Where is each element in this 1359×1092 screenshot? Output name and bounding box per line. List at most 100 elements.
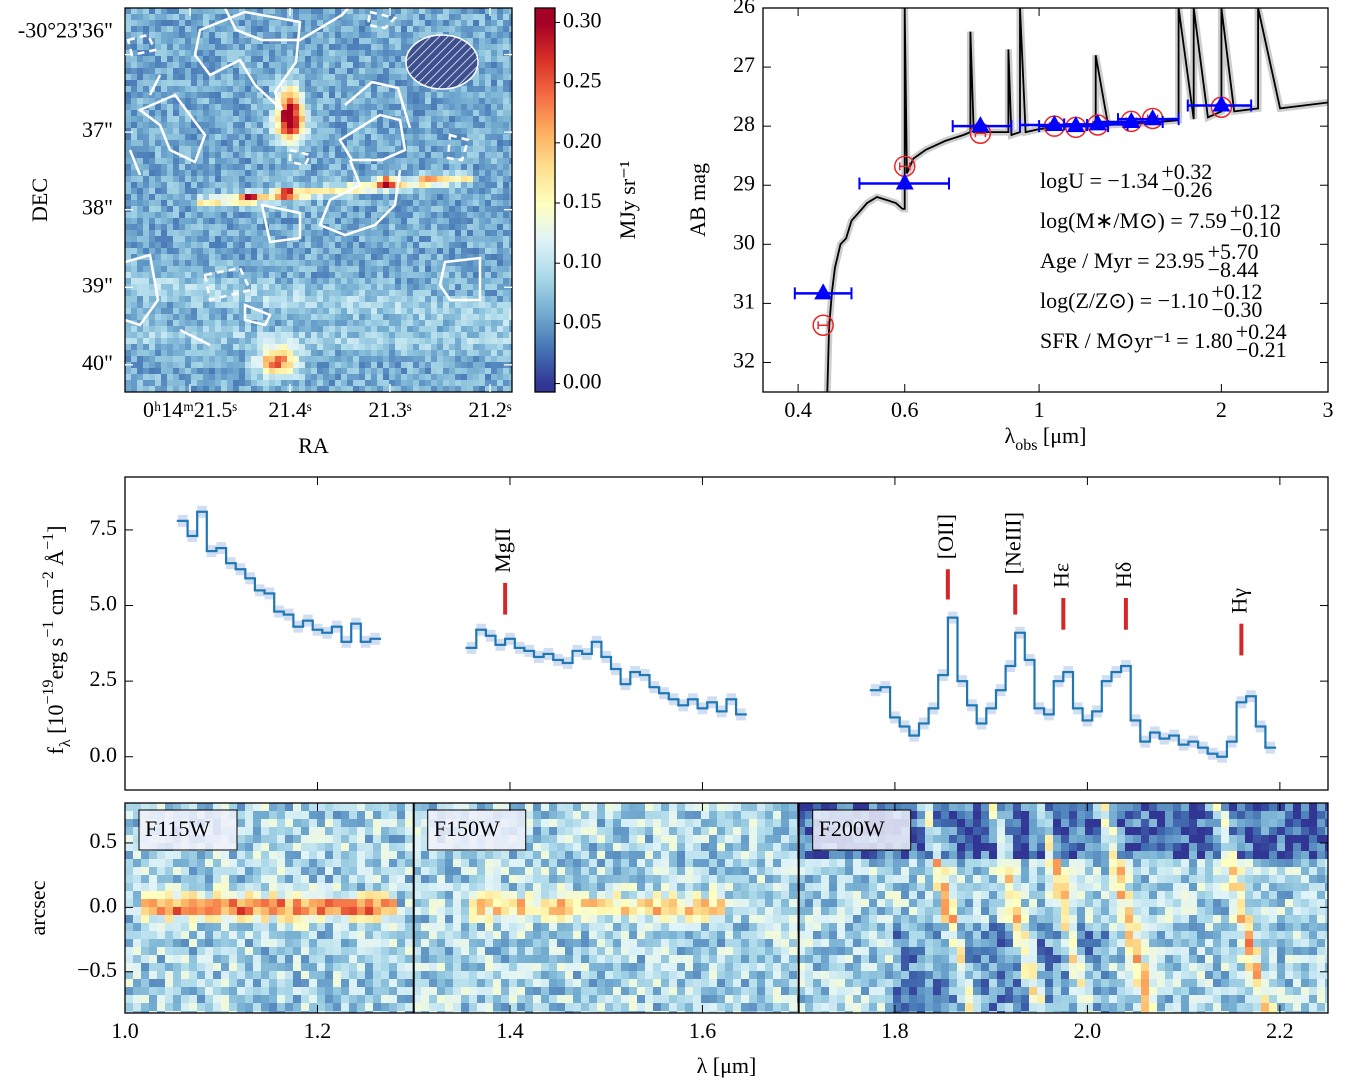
pixel <box>1277 827 1286 836</box>
pixel <box>317 803 326 812</box>
pixel <box>789 827 798 836</box>
pixel <box>1013 819 1022 828</box>
pixel <box>233 308 240 315</box>
pixel <box>377 254 384 261</box>
pixel <box>407 374 414 381</box>
pixel <box>383 128 390 135</box>
pixel <box>185 170 192 177</box>
pixel <box>473 218 480 225</box>
pixel <box>485 146 492 153</box>
pixel <box>353 86 360 93</box>
pixel <box>329 224 336 231</box>
pixel <box>299 122 306 129</box>
pixel <box>299 320 306 327</box>
pixel <box>233 104 240 111</box>
pixel <box>455 122 462 129</box>
pixel <box>491 8 498 15</box>
pixel <box>341 296 348 303</box>
pixel <box>311 224 318 231</box>
pixel <box>203 182 210 189</box>
pixel <box>497 338 504 345</box>
pixel <box>485 26 492 33</box>
pixel <box>209 218 216 225</box>
pixel <box>365 380 372 387</box>
pixel <box>365 20 372 27</box>
colorbar-cell <box>535 176 555 179</box>
pixel <box>143 326 150 333</box>
pixel <box>311 68 318 75</box>
pixel <box>191 308 198 315</box>
pixel <box>1053 803 1062 812</box>
pixel <box>413 272 420 279</box>
pixel <box>245 386 252 392</box>
pixel <box>353 326 360 333</box>
pixel <box>221 32 228 39</box>
pixel <box>1229 811 1238 820</box>
pixel <box>365 164 372 171</box>
pixel <box>347 350 354 357</box>
pixel <box>275 224 282 231</box>
pixel <box>227 8 234 15</box>
pixel <box>179 200 186 207</box>
pixel <box>431 98 438 105</box>
pixel <box>245 110 252 117</box>
pixel <box>389 386 396 392</box>
pixel <box>359 338 366 345</box>
pixel <box>185 368 192 375</box>
pixel <box>467 20 474 27</box>
pixel <box>299 206 306 213</box>
pixel <box>401 314 408 321</box>
pixel <box>347 122 354 129</box>
pixel <box>485 278 492 285</box>
pixel <box>173 362 180 369</box>
pixel <box>341 835 350 844</box>
pixel <box>371 212 378 219</box>
pixel <box>323 218 330 225</box>
pixel <box>485 296 492 303</box>
pixel <box>509 38 512 45</box>
pixel <box>413 218 420 225</box>
pixel <box>131 272 138 279</box>
pixel <box>383 248 390 255</box>
pixel <box>335 140 342 147</box>
pixel <box>479 362 486 369</box>
pixel <box>1149 827 1158 836</box>
pixel <box>383 200 390 207</box>
pixel <box>509 320 512 327</box>
pixel <box>1157 811 1166 820</box>
pixel <box>191 218 198 225</box>
pixel <box>467 236 474 243</box>
pixel <box>191 236 198 243</box>
pixel <box>413 362 420 369</box>
pixel <box>143 146 150 153</box>
pixel <box>491 50 498 57</box>
pixel <box>497 380 504 387</box>
pixel <box>203 92 210 99</box>
pixel <box>1029 811 1038 820</box>
pixel <box>263 68 270 75</box>
pixel <box>305 308 312 315</box>
pixel <box>239 284 246 291</box>
pixel <box>191 170 198 177</box>
pixel <box>311 200 318 207</box>
pixel <box>509 182 512 189</box>
pixel <box>281 272 288 279</box>
pixel <box>197 128 204 135</box>
pixel <box>293 380 300 387</box>
pixel <box>503 200 510 207</box>
pixel <box>383 80 390 87</box>
pixel <box>1061 811 1070 820</box>
pixel <box>407 380 414 387</box>
colorbar-cell <box>535 226 555 229</box>
pixel <box>431 326 438 333</box>
pixel <box>227 356 234 363</box>
pixel <box>383 254 390 261</box>
pixel <box>449 206 456 213</box>
pixel <box>209 20 216 27</box>
pixel <box>299 176 306 183</box>
pixel <box>491 260 498 267</box>
pixel <box>221 122 228 129</box>
pixel <box>347 338 354 345</box>
pixel <box>131 122 138 129</box>
colorbar-cell <box>535 300 555 303</box>
